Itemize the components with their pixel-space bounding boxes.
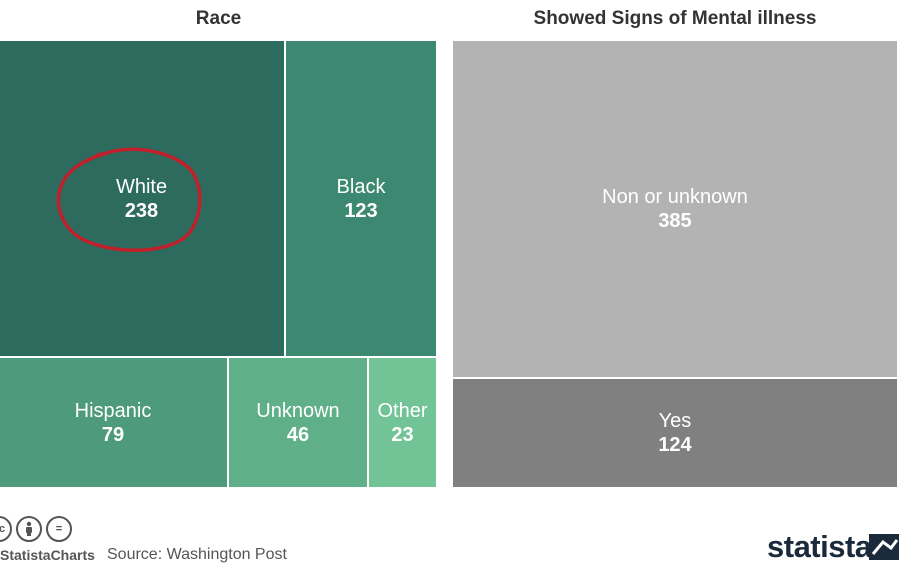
tile-value-hispanic: 79 (101, 423, 125, 446)
tile-label-other: Other (377, 399, 428, 422)
tile-label-yes: Yes (658, 410, 692, 432)
tile-value-non-or-unknown: 385 (658, 210, 692, 232)
tile-label-white: White (115, 175, 168, 198)
tile-non-or-unknown[interactable]: Non or unknown 385 (452, 40, 898, 378)
footer: cc = StatistaCharts Source: Washington P… (0, 512, 923, 566)
mental-illness-title: Showed Signs of Mental illness (533, 8, 817, 29)
tile-hispanic[interactable]: Hispanic 79 (0, 357, 228, 488)
source-text: Source: Washington Post (107, 546, 287, 563)
race-title: Race (195, 8, 242, 29)
nd-icon: = (46, 516, 72, 542)
tile-label-unknown: Unknown (256, 399, 340, 422)
license-icons[interactable]: cc = (0, 516, 72, 542)
cc-icon: cc (0, 516, 12, 542)
tile-value-white: 238 (124, 199, 159, 222)
statista-logo[interactable]: statista (767, 529, 872, 564)
tile-unknown[interactable]: Unknown 46 (228, 357, 368, 488)
tile-value-black: 123 (344, 199, 378, 222)
tile-yes[interactable]: Yes 124 (452, 378, 898, 488)
tile-value-unknown: 46 (286, 423, 310, 446)
statista-charts-handle[interactable]: StatistaCharts (0, 547, 95, 563)
tile-white[interactable]: White 238 (0, 40, 285, 357)
tile-label-black: Black (336, 175, 386, 198)
tile-value-yes: 124 (658, 434, 692, 456)
tile-label-hispanic: Hispanic (74, 399, 152, 422)
statista-logo-icon (869, 534, 899, 560)
by-icon (16, 516, 42, 542)
tile-black[interactable]: Black 123 (285, 40, 437, 357)
tile-other[interactable]: Other 23 (368, 357, 437, 488)
tile-value-other: 23 (391, 423, 414, 446)
tile-label-non-or-unknown: Non or unknown (602, 186, 748, 208)
